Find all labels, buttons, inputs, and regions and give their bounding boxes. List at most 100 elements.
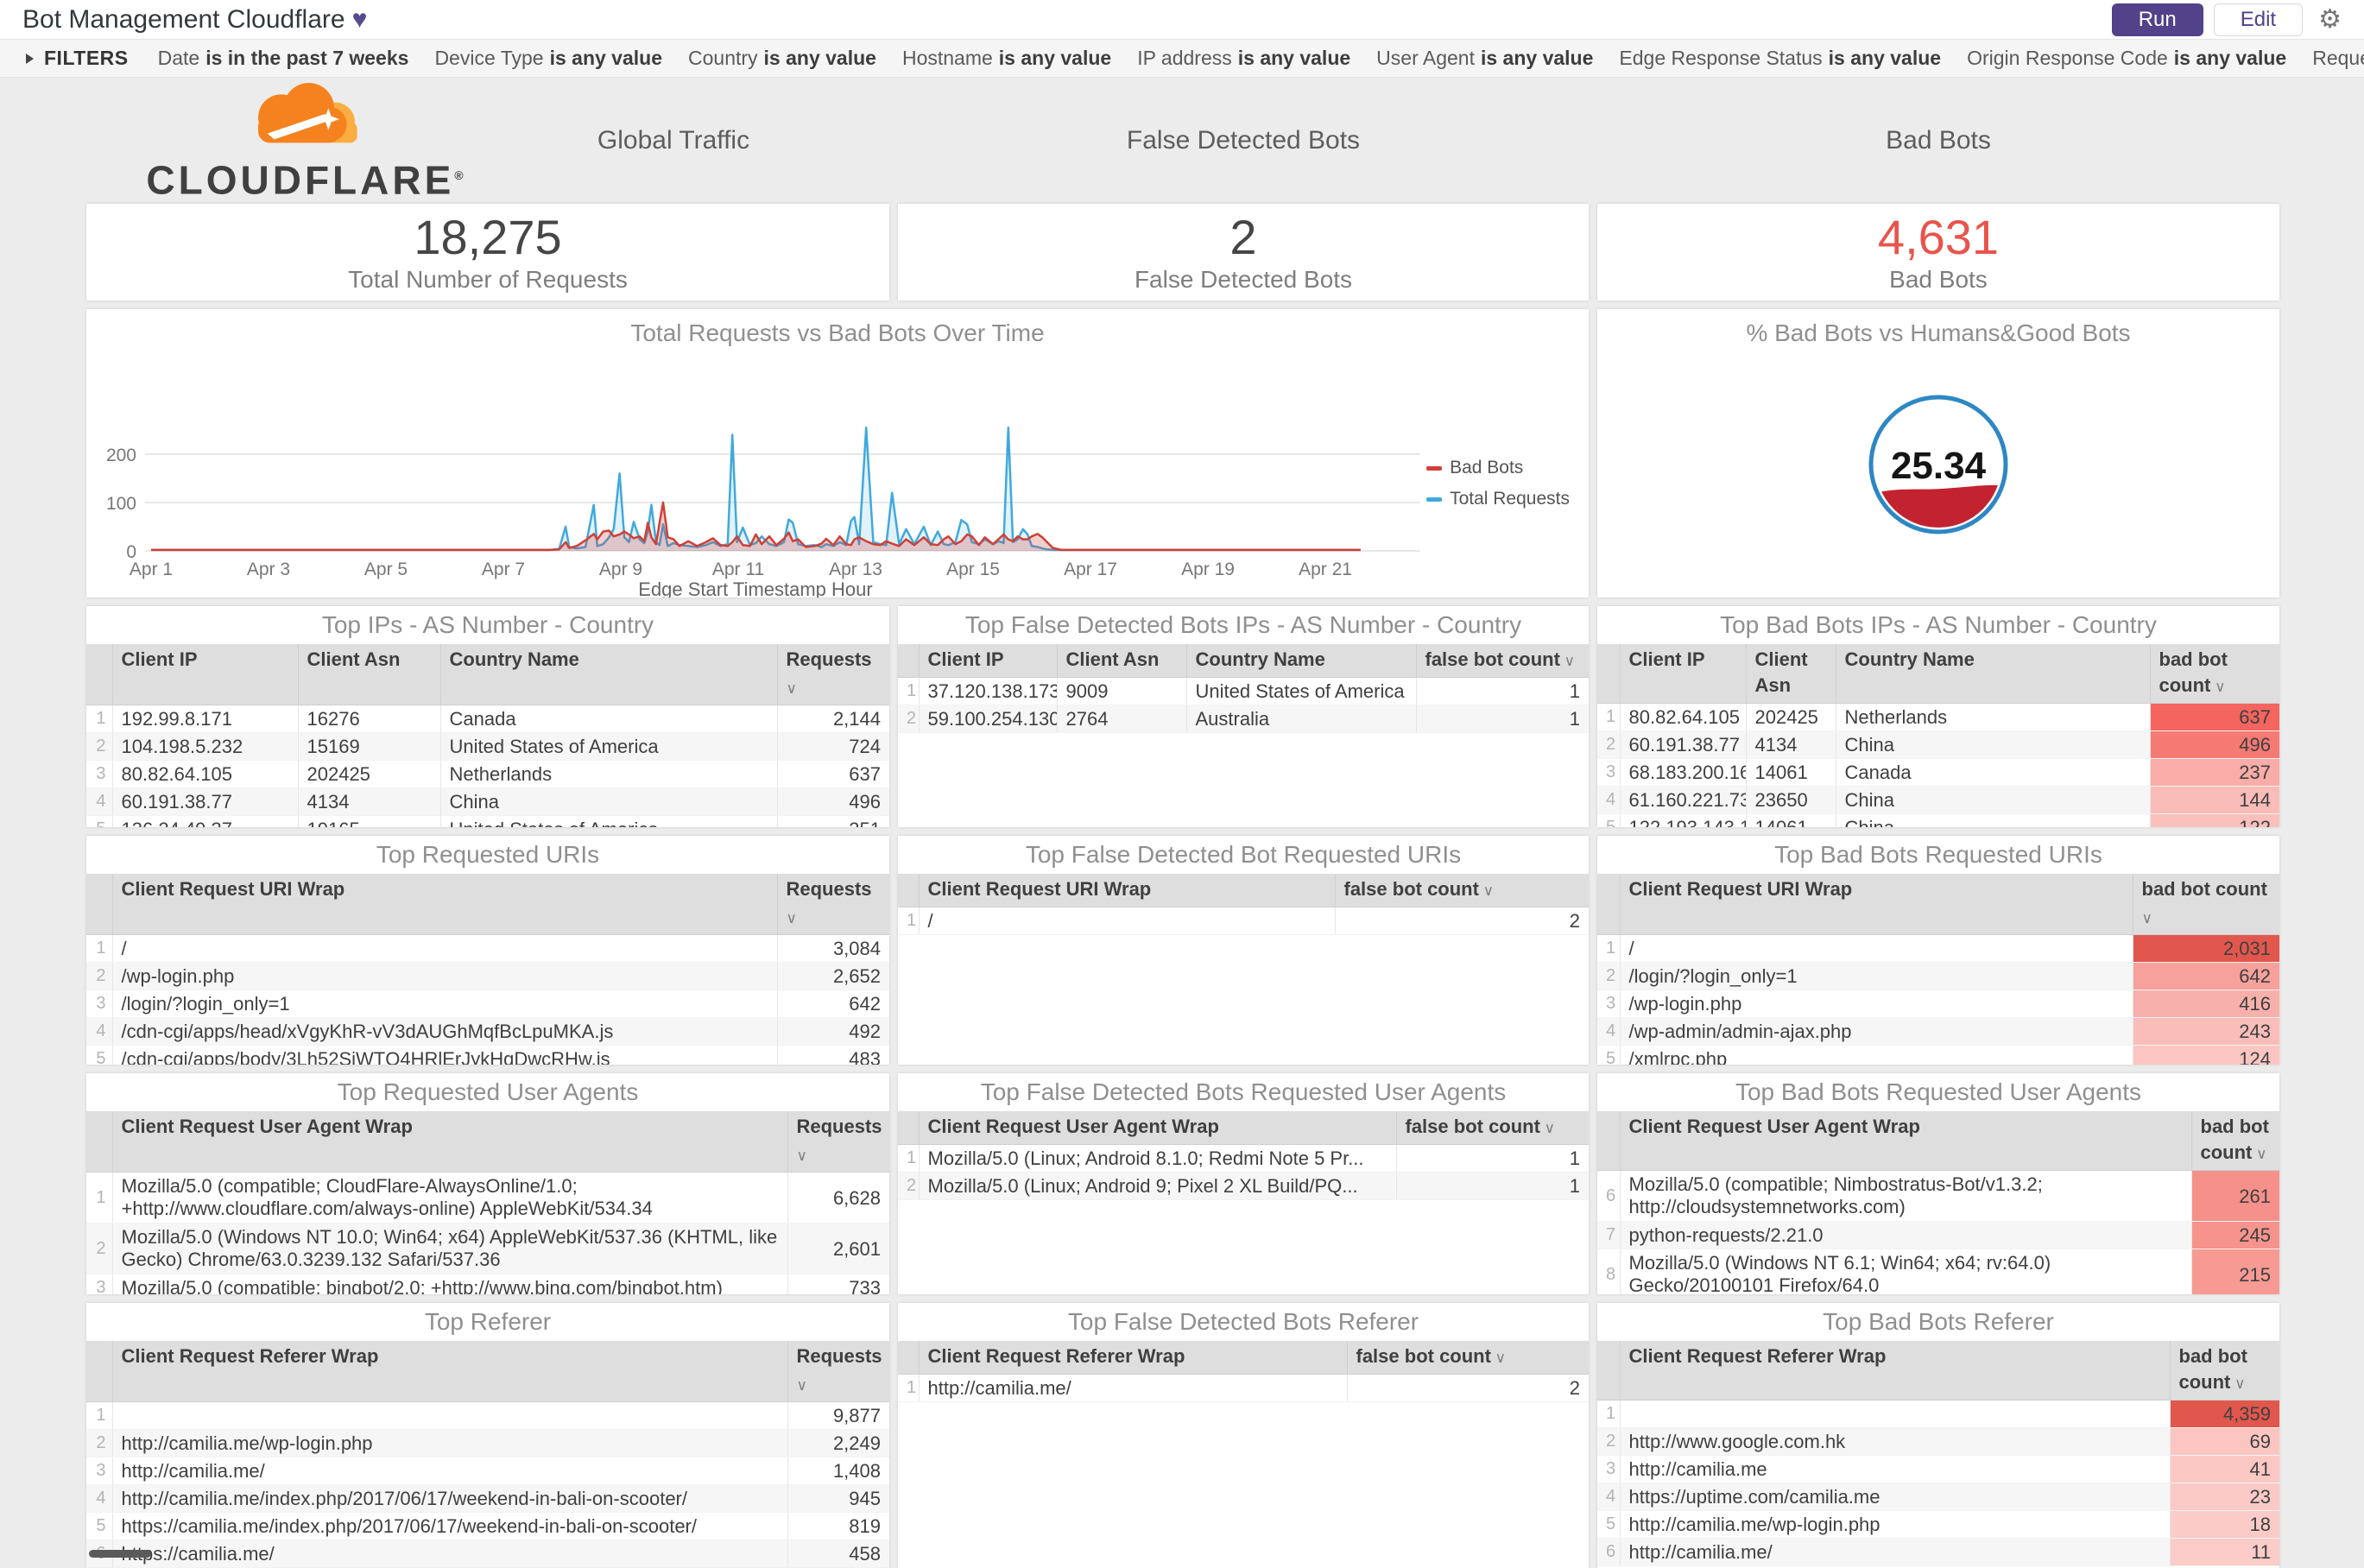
- column-header[interactable]: Client IP: [918, 644, 1058, 678]
- column-header[interactable]: Requests ∨: [776, 874, 889, 935]
- table-cell: Netherlands: [439, 760, 777, 788]
- column-header[interactable]: Client Request URI Wrap: [1619, 874, 2133, 935]
- line-chart-canvas[interactable]: 0 100 200 Apr 1 Apr 3 Apr 5 Apr 7 Apr 9 Apr 11 Ap…: [95, 352, 1580, 597]
- table[interactable]: Client IP Client Asn Country Name false bot…: [898, 644, 1589, 733]
- table-cell: 4134: [297, 787, 440, 816]
- table-row: 3/wp-login.php 416: [1597, 989, 2279, 1018]
- index-column-header: [898, 1341, 920, 1375]
- column-header[interactable]: Client Asn: [1056, 644, 1187, 678]
- filter-item[interactable]: Edge Response Status is any value: [1619, 47, 1941, 69]
- sort-chevron-icon[interactable]: ∨: [1559, 653, 1576, 669]
- section-header-global-traffic: Global Traffic: [597, 126, 750, 155]
- table-title: Top False Detected Bot Requested URIs: [1025, 841, 1462, 868]
- table-cell: 261: [2190, 1170, 2279, 1222]
- sort-chevron-icon[interactable]: ∨: [2210, 679, 2226, 695]
- column-header[interactable]: Client Request User Agent Wrap: [918, 1111, 1397, 1145]
- legend-item-total-requests[interactable]: Total Requests: [1426, 489, 1570, 509]
- filter-item[interactable]: Date is in the past 7 weeks: [158, 47, 409, 69]
- column-header[interactable]: Client Request URI Wrap: [918, 874, 1336, 907]
- filter-field: Edge Response Status: [1619, 47, 1823, 69]
- table-row: 6 Mozilla/5.0 (compatible; Nimbostratus-B…: [1597, 1170, 2279, 1222]
- table[interactable]: Client Request User Agent Wrap false bot …: [898, 1111, 1589, 1200]
- column-header[interactable]: false bot count ∨: [1415, 644, 1589, 678]
- filter-item[interactable]: Origin Response Code is any value: [1967, 47, 2286, 69]
- table-cell: 9,877: [787, 1401, 889, 1430]
- filter-item[interactable]: Country is any value: [688, 47, 876, 69]
- filter-item[interactable]: Request URIis any value: [2312, 47, 2364, 69]
- column-header[interactable]: bad bot count ∨: [2149, 644, 2279, 704]
- column-header[interactable]: Client Request User Agent Wrap: [1619, 1111, 2192, 1171]
- column-header[interactable]: bad bot count ∨: [2190, 1111, 2279, 1171]
- sort-chevron-icon[interactable]: ∨: [796, 1148, 807, 1164]
- gear-icon[interactable]: ⚙: [2318, 5, 2342, 34]
- table[interactable]: Client Request User Agent Wrap bad bot co…: [1597, 1111, 2279, 1294]
- column-header[interactable]: Client IP: [111, 644, 299, 705]
- sort-chevron-icon[interactable]: ∨: [2141, 910, 2152, 926]
- column-header[interactable]: Client Request User Agent Wrap: [111, 1111, 788, 1173]
- sort-chevron-icon[interactable]: ∨: [796, 1377, 807, 1394]
- sort-chevron-icon[interactable]: ∨: [1478, 882, 1495, 899]
- filters-label[interactable]: FILTERS: [44, 47, 129, 69]
- column-header[interactable]: Requests ∨: [776, 644, 889, 705]
- column-header[interactable]: bad bot count ∨: [2169, 1341, 2279, 1400]
- column-header[interactable]: Requests ∨: [787, 1341, 889, 1402]
- row-index: 8: [1597, 1249, 1620, 1294]
- column-header[interactable]: Country Name: [1185, 644, 1417, 678]
- filter-item[interactable]: User Agent is any value: [1376, 47, 1593, 69]
- table-row: 4/wp-admin/admin-ajax.php 243: [1597, 1017, 2279, 1046]
- column-header[interactable]: Country Name: [1835, 644, 2151, 704]
- table[interactable]: Client Request User Agent Wrap Requests ∨…: [86, 1111, 889, 1294]
- sort-chevron-icon[interactable]: ∨: [1490, 1350, 1507, 1366]
- column-header[interactable]: Client Asn: [297, 644, 441, 705]
- filter-field: Device Type: [434, 47, 544, 69]
- table[interactable]: Client Request URI Wrap bad bot count ∨ 1/…: [1597, 874, 2279, 1065]
- filter-item[interactable]: Device Type is any value: [434, 47, 662, 69]
- table-row: 3 http://camilia.me/1,408: [86, 1457, 889, 1485]
- column-header[interactable]: Client Request Referer Wrap: [111, 1341, 788, 1402]
- filter-item[interactable]: Hostname is any value: [902, 47, 1111, 69]
- column-header[interactable]: Country Name: [439, 644, 778, 705]
- run-button[interactable]: Run: [2111, 3, 2203, 36]
- table[interactable]: Client IP Client Asn Country Name Requests …: [86, 644, 889, 827]
- column-header[interactable]: Requests ∨: [787, 1111, 889, 1173]
- filters-expand-icon[interactable]: [26, 53, 34, 64]
- sort-chevron-icon[interactable]: ∨: [1539, 1120, 1556, 1136]
- table-cell: http://camilia.me/wp-login.php: [111, 1429, 787, 1457]
- table[interactable]: Client Request URI Wrap Requests ∨ 1/3,084…: [86, 874, 889, 1065]
- table[interactable]: Client Request URI Wrap false bot count ∨…: [898, 874, 1589, 935]
- column-header[interactable]: bad bot count ∨: [2132, 874, 2279, 935]
- column-header[interactable]: false bot count ∨: [1346, 1341, 1589, 1375]
- y-tick-label: 100: [106, 494, 136, 514]
- table[interactable]: Client IP Client Asn Country Name bad bot c…: [1597, 644, 2279, 827]
- legend-item-bad-bots[interactable]: Bad Bots: [1426, 458, 1570, 478]
- filter-item[interactable]: IP address is any value: [1137, 47, 1350, 69]
- table[interactable]: Client Request Referer Wrap bad bot count…: [1597, 1341, 2279, 1566]
- sort-chevron-icon[interactable]: ∨: [2252, 1146, 2267, 1162]
- table-row: 2/login/?login_only=1 642: [1597, 962, 2279, 990]
- column-header[interactable]: Client Request URI Wrap: [111, 874, 778, 935]
- sort-chevron-icon[interactable]: ∨: [786, 680, 797, 697]
- sort-chevron-icon[interactable]: ∨: [2230, 1375, 2246, 1392]
- table-cell: 3,084: [776, 934, 889, 963]
- edit-button[interactable]: Edit: [2213, 3, 2304, 36]
- row-index: 4: [86, 1017, 112, 1046]
- table-cell: 2,249: [787, 1429, 889, 1457]
- table-cell: Australia: [1185, 705, 1416, 733]
- table[interactable]: Client Request Referer Wrap Requests ∨ 1 9,…: [86, 1341, 889, 1568]
- table-title: Top Referer: [424, 1308, 552, 1335]
- sort-chevron-icon[interactable]: ∨: [786, 910, 797, 926]
- kpi-label: Bad Bots: [1889, 266, 1988, 293]
- table[interactable]: Client Request Referer Wrap false bot cou…: [898, 1341, 1589, 1402]
- row-index: 3: [86, 760, 112, 788]
- column-header[interactable]: Client Request Referer Wrap: [1619, 1341, 2171, 1400]
- column-header[interactable]: false bot count ∨: [1395, 1111, 1589, 1145]
- column-header[interactable]: Client IP: [1619, 644, 1747, 704]
- table-cell: Canada: [1835, 758, 2150, 787]
- table-row: 1/2,031: [1597, 934, 2279, 963]
- filter-value: is any value: [1828, 47, 1942, 69]
- column-header[interactable]: Client Request Referer Wrap: [918, 1341, 1348, 1375]
- horizontal-scrollbar[interactable]: [89, 1550, 151, 1558]
- column-header[interactable]: false bot count ∨: [1334, 874, 1589, 907]
- column-header[interactable]: Client Asn: [1745, 644, 1836, 704]
- table-row: 2 59.100.254.130 2764 Australia 1: [898, 705, 1589, 733]
